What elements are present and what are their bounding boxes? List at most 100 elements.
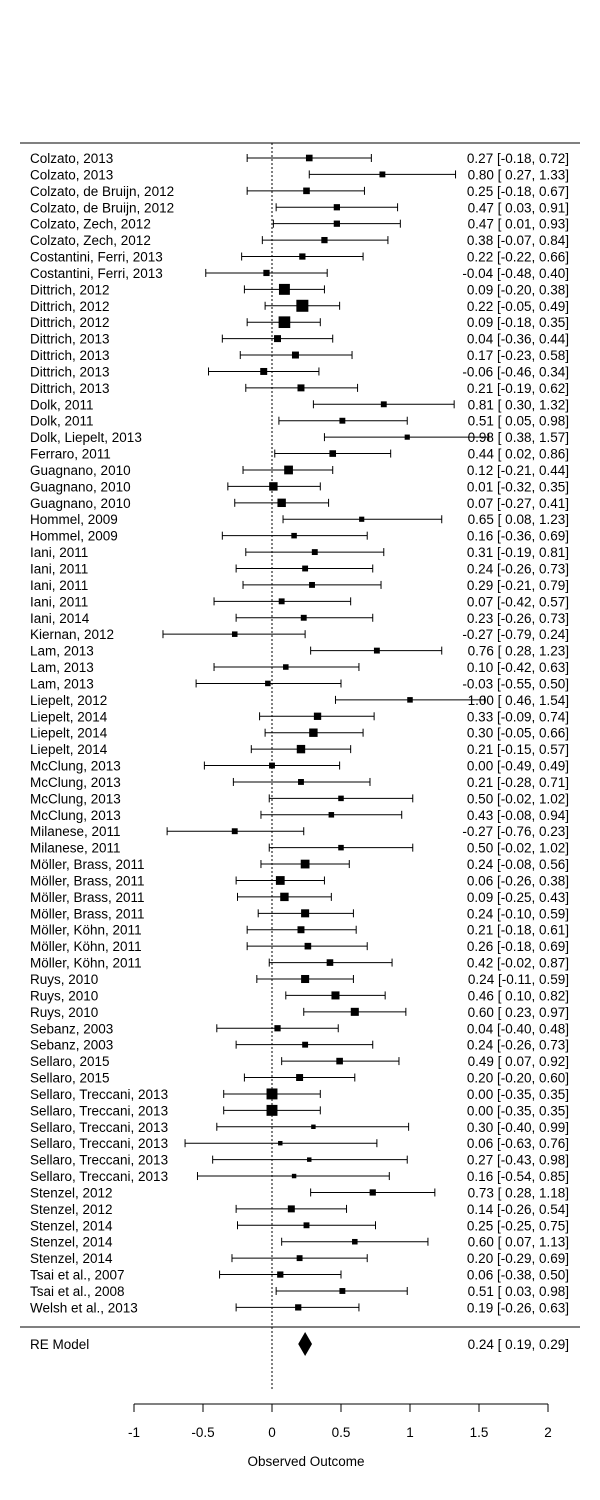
point-estimate (299, 253, 306, 260)
study-row: Costantini, Ferri, 2013 -0.04 [-0.48, 0.4… (30, 266, 569, 281)
study-row: Iani, 2011 0.07 [-0.42, 0.57] (30, 594, 569, 609)
point-estimate (305, 154, 313, 162)
ci-value: 0.24 [-0.26, 0.73] (467, 562, 569, 577)
ci-value: 0.20 [-0.20, 0.60] (467, 1071, 569, 1086)
study-row: Möller, Brass, 2011 0.06 [-0.26, 0.38] (30, 873, 569, 888)
x-tick-label: 1.5 (470, 1425, 489, 1440)
study-rows: Colzato, 2013 0.27 [-0.18, 0.72]Colzato, … (30, 151, 569, 1315)
study-row: Ruys, 2010 0.46 [ 0.10, 0.82] (30, 988, 569, 1003)
study-label: Iani, 2011 (30, 545, 88, 560)
ci-value: 0.65 [ 0.08, 1.23] (468, 512, 569, 527)
study-label: Möller, Brass, 2011 (30, 890, 145, 905)
point-estimate (336, 1057, 343, 1065)
study-row: Colzato, Zech, 2012 0.47 [ 0.01, 0.93] (30, 217, 569, 232)
ci-value: 0.73 [ 0.28, 1.18] (468, 1185, 569, 1200)
study-row: Möller, Köhn, 2011 0.42 [-0.02, 0.87] (30, 956, 569, 971)
study-label: Welsh et al., 2013 (30, 1300, 138, 1315)
point-estimate (404, 434, 410, 440)
ci-value: 0.01 [-0.32, 0.35] (467, 479, 569, 494)
study-label: Kiernan, 2012 (30, 627, 114, 642)
study-label: Stenzel, 2014 (30, 1218, 113, 1233)
study-row: Möller, Köhn, 2011 0.26 [-0.18, 0.69] (30, 939, 569, 954)
study-label: Stenzel, 2012 (30, 1202, 113, 1217)
ci-value: 0.04 [-0.36, 0.44] (467, 332, 569, 347)
point-estimate (266, 1104, 278, 1116)
ci-value: 0.06 [-0.63, 0.76] (467, 1136, 569, 1151)
point-estimate (339, 417, 346, 424)
point-estimate (265, 680, 271, 687)
study-row: Iani, 2011 0.24 [-0.26, 0.73] (30, 562, 569, 577)
study-row: Stenzel, 2012 0.14 [-0.26, 0.54] (30, 1202, 569, 1217)
ci-value: 0.20 [-0.29, 0.69] (467, 1251, 569, 1266)
study-label: Sellaro, 2015 (30, 1071, 110, 1086)
point-estimate (300, 614, 307, 621)
point-estimate (296, 299, 309, 312)
point-estimate (291, 1173, 297, 1179)
study-label: Colzato, Zech, 2012 (30, 233, 151, 248)
point-estimate (297, 926, 305, 934)
study-label: Iani, 2011 (30, 562, 88, 577)
ci-value: 0.47 [ 0.01, 0.93] (468, 217, 569, 232)
study-label: Dolk, 2011 (30, 397, 94, 412)
point-estimate (311, 1124, 316, 1129)
study-label: Dittrich, 2012 (30, 315, 110, 330)
study-label: Möller, Köhn, 2011 (30, 923, 142, 938)
point-estimate (307, 1157, 312, 1162)
ci-value: 0.21 [-0.18, 0.61] (467, 923, 569, 938)
point-estimate (274, 1025, 281, 1032)
point-estimate (278, 598, 285, 605)
point-estimate (269, 482, 278, 491)
point-estimate (300, 859, 310, 869)
study-row: Möller, Brass, 2011 0.24 [-0.08, 0.56] (30, 857, 569, 872)
study-row: Dittrich, 2013 0.21 [-0.19, 0.62] (30, 381, 569, 396)
study-row: Möller, Köhn, 2011 0.21 [-0.18, 0.61] (30, 923, 569, 938)
point-estimate (296, 744, 306, 754)
point-estimate (278, 1140, 283, 1146)
study-row: McClung, 2013 0.43 [-0.08, 0.94] (30, 808, 569, 823)
point-estimate (302, 1041, 309, 1048)
ci-value: 0.22 [-0.22, 0.66] (467, 250, 569, 265)
ci-value: 0.06 [-0.38, 0.50] (467, 1268, 569, 1283)
study-label: Iani, 2011 (30, 594, 88, 609)
point-estimate (280, 892, 289, 902)
study-row: Ruys, 2010 0.60 [ 0.23, 0.97] (30, 1005, 569, 1020)
point-estimate (333, 220, 340, 227)
point-estimate (303, 187, 310, 195)
point-estimate (309, 581, 315, 588)
point-estimate (303, 1222, 310, 1229)
study-label: Lam, 2013 (30, 660, 94, 675)
study-row: Sellaro, 2015 0.20 [-0.20, 0.60] (30, 1071, 569, 1086)
study-row: Kiernan, 2012 -0.27 [-0.79, 0.24] (30, 627, 569, 642)
study-row: Hommel, 2009 0.65 [ 0.08, 1.23] (30, 512, 569, 527)
summary-label: RE Model (30, 1337, 89, 1352)
study-row: Tsai et al., 2008 0.51 [ 0.03, 0.98] (30, 1284, 569, 1299)
ci-value: -0.27 [-0.79, 0.24] (462, 627, 569, 642)
study-row: Liepelt, 2014 0.33 [-0.09, 0.74] (30, 709, 569, 724)
study-row: Sellaro, Treccani, 2013 0.00 [-0.35, 0.35… (30, 1103, 569, 1118)
ci-value: 0.09 [-0.25, 0.43] (467, 890, 569, 905)
ci-value: 0.60 [ 0.23, 0.97] (468, 1005, 569, 1020)
ci-value: 0.00 [-0.35, 0.35] (467, 1103, 569, 1118)
study-label: Sellaro, Treccani, 2013 (30, 1087, 168, 1102)
study-label: Ruys, 2010 (30, 972, 98, 987)
ci-value: 0.27 [-0.18, 0.72] (467, 151, 569, 166)
study-label: Lam, 2013 (30, 644, 94, 659)
point-estimate (298, 779, 304, 785)
study-row: Lam, 2013 0.10 [-0.42, 0.63] (30, 660, 569, 675)
study-label: Guagnano, 2010 (30, 479, 131, 494)
study-row: Liepelt, 2012 1.00 [ 0.46, 1.54] (30, 693, 569, 708)
ci-value: 0.04 [-0.40, 0.48] (467, 1021, 569, 1036)
study-row: Sebanz, 2003 0.24 [-0.26, 0.73] (30, 1038, 569, 1053)
point-estimate (277, 1271, 284, 1278)
study-row: Stenzel, 2012 0.73 [ 0.28, 1.18] (30, 1185, 569, 1200)
x-axis-label: Observed Outcome (247, 1454, 364, 1469)
ci-value: 0.80 [ 0.27, 1.33] (468, 167, 569, 182)
ci-value: 0.10 [-0.42, 0.63] (467, 660, 569, 675)
ci-value: 0.46 [ 0.10, 0.82] (468, 988, 569, 1003)
study-row: Lam, 2013 0.76 [ 0.28, 1.23] (30, 644, 569, 659)
study-label: Iani, 2011 (30, 578, 88, 593)
study-row: Colzato, de Bruijn, 2012 0.25 [-0.18, 0.6… (30, 184, 569, 199)
study-row: Dittrich, 2012 0.22 [-0.05, 0.49] (30, 299, 569, 314)
ci-value: 0.17 [-0.23, 0.58] (467, 348, 569, 363)
point-estimate (328, 812, 335, 818)
